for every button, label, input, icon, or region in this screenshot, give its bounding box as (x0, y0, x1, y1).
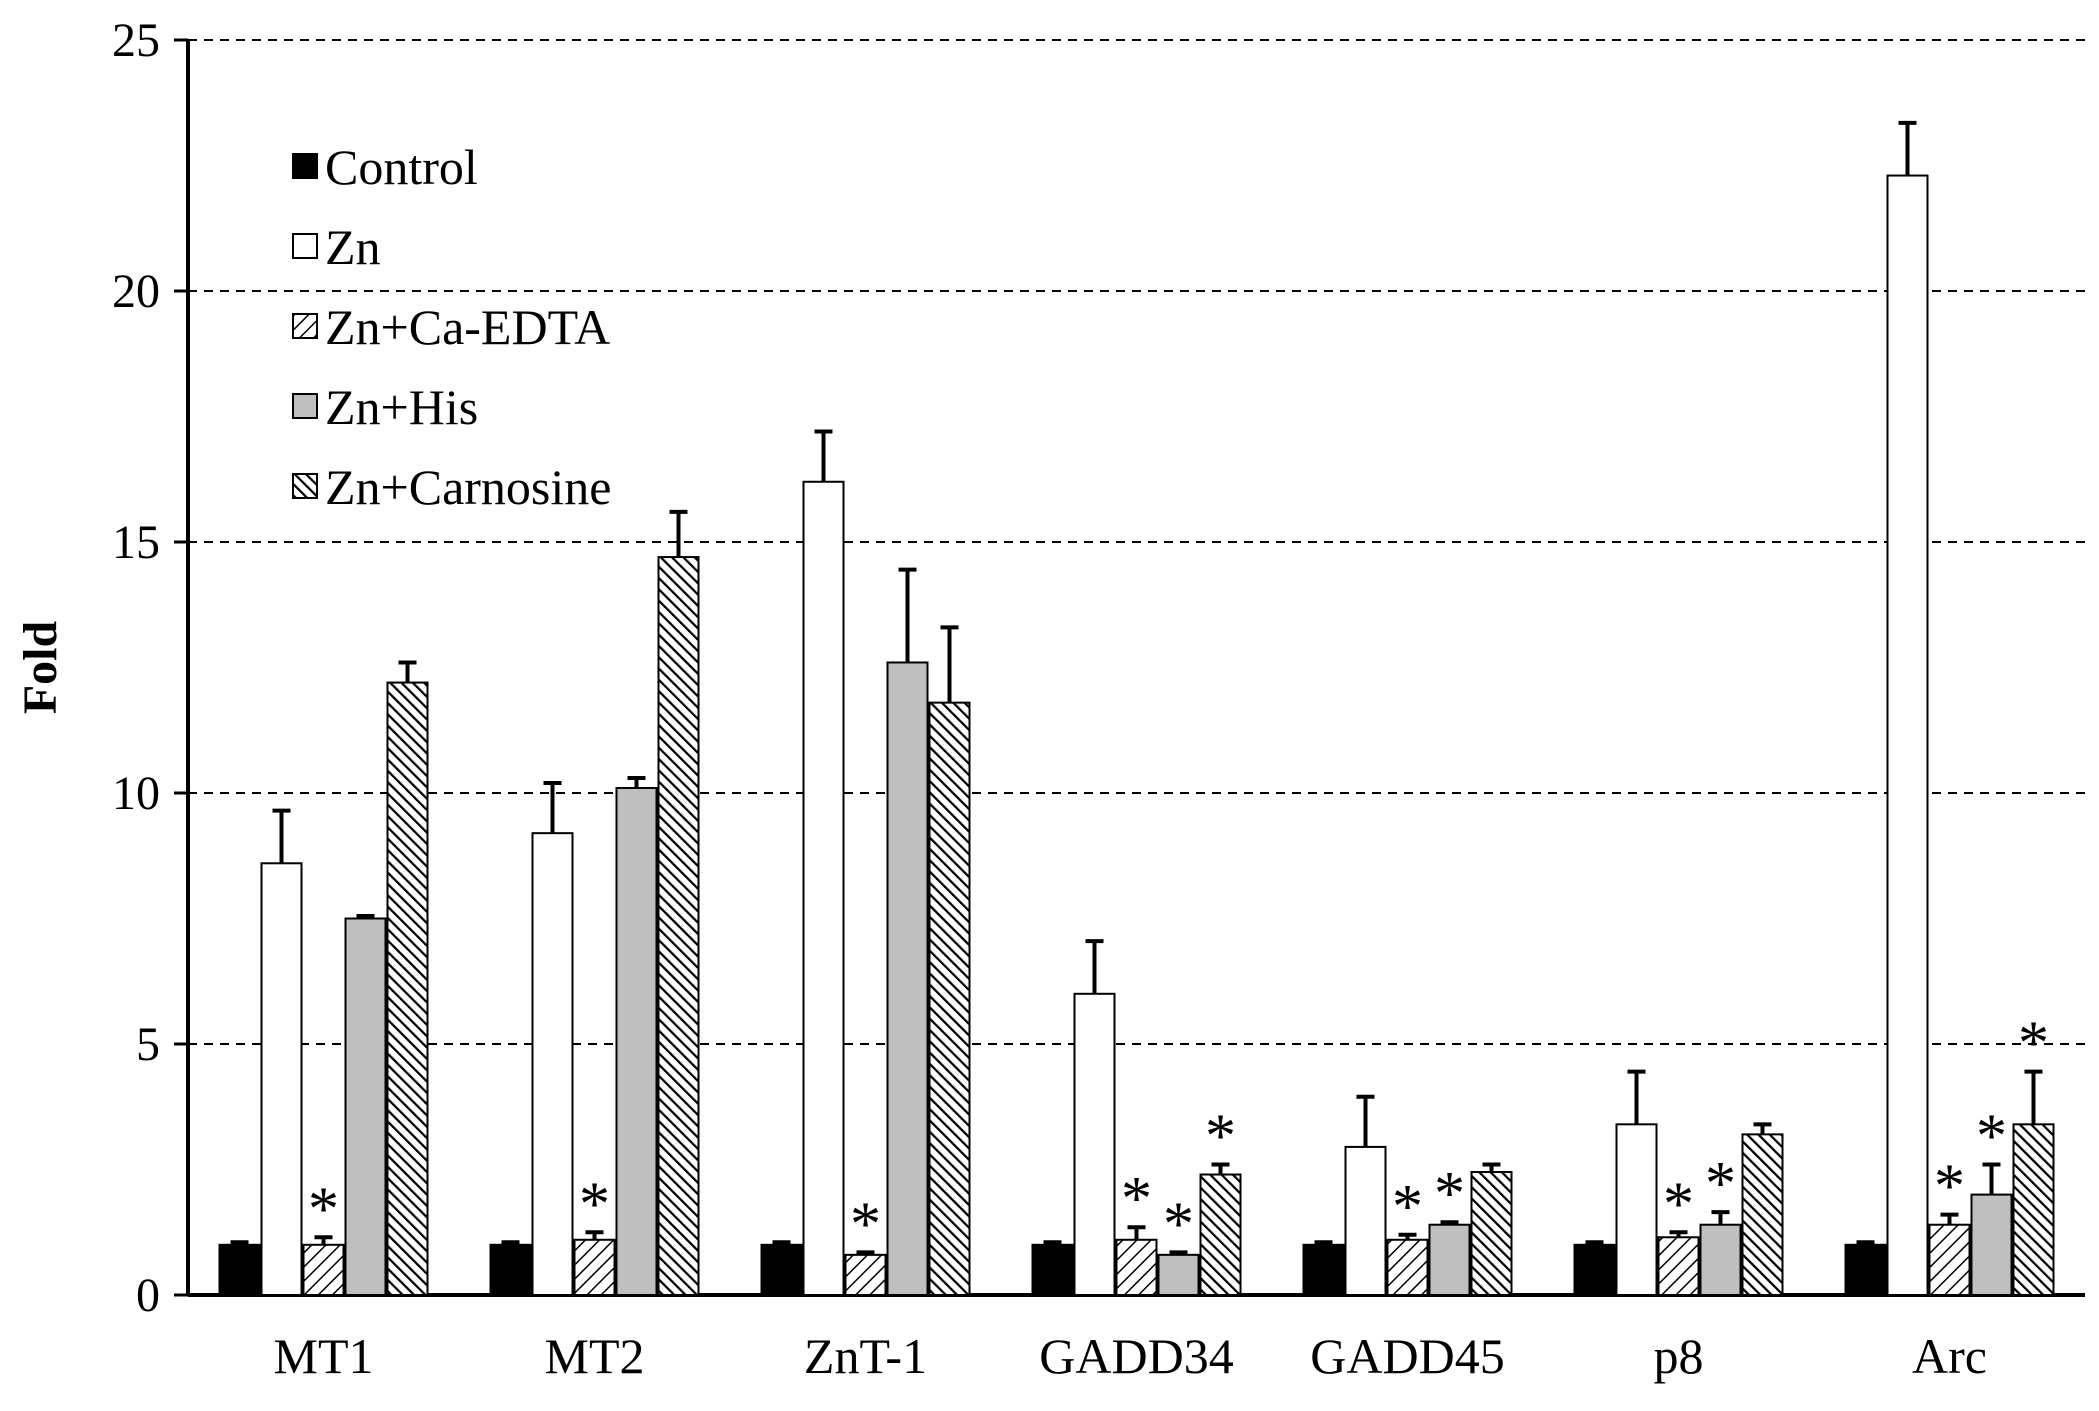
bars: * * * * *** * * * *** (218, 120, 2055, 1297)
x-category-label: GADD34 (1039, 1328, 1233, 1384)
legend: Control Zn Zn+Ca-EDTA Zn+His Zn+Carnosine (292, 139, 611, 515)
legend-swatch (292, 313, 318, 339)
bar-zn-his-gadd34 (1157, 1253, 1200, 1296)
x-category-label: MT2 (545, 1328, 645, 1384)
bar-zn-gadd45 (1344, 1145, 1387, 1297)
x-category-label: MT1 (274, 1328, 374, 1384)
bar-zn-gadd34 (1073, 992, 1116, 1296)
x-category-label: ZnT-1 (804, 1328, 927, 1384)
bar-zn-his-p8 (1699, 1223, 1742, 1296)
x-category-label: Arc (1912, 1328, 1987, 1384)
significance-star: * (1434, 1160, 1465, 1228)
legend-label: Control (325, 139, 478, 195)
significance-star: * (1934, 1153, 1965, 1221)
significance-star: * (850, 1190, 881, 1258)
bar-control-mt2 (489, 1243, 532, 1297)
legend-swatch (292, 393, 318, 419)
significance-star: * (1705, 1150, 1736, 1218)
x-category-label: GADD45 (1310, 1328, 1504, 1384)
significance-star: * (1205, 1102, 1236, 1170)
bar-zn-ca-edta-mt1 (302, 1243, 345, 1297)
significance-star: * (579, 1170, 610, 1238)
bar-zn-ca-edta-gadd45 (1386, 1238, 1429, 1297)
bar-zn-ca-edta-p8 (1657, 1236, 1700, 1297)
bar-zn-his-gadd45 (1428, 1223, 1471, 1296)
y-tick-label: 0 (136, 1269, 160, 1322)
bar-control-p8 (1573, 1243, 1616, 1297)
bar-control-arc (1844, 1243, 1887, 1297)
bar-zn-carnosine-arc (2012, 1123, 2055, 1296)
significance-star: * (1392, 1173, 1423, 1241)
bar-control-znt-1 (760, 1243, 803, 1297)
bar-zn-znt-1 (802, 480, 845, 1296)
legend-label: Zn+Carnosine (325, 459, 611, 515)
bar-zn-ca-edta-znt-1 (844, 1253, 887, 1296)
significance-star: * (1976, 1102, 2007, 1170)
y-tick-label: 15 (112, 516, 160, 569)
bar-zn-mt1 (260, 862, 303, 1297)
bar-zn-carnosine-znt-1 (928, 701, 971, 1296)
axes: 0 5 10 15 20 25 Fold MT1 MT2 ZnT-1 GADD34 GADD45 p8 A… (14, 14, 2085, 1384)
bar-zn-arc (1886, 174, 1929, 1296)
bar-zn-his-mt1 (344, 917, 387, 1296)
x-category-label: p8 (1654, 1328, 1704, 1384)
bar-control-gadd34 (1031, 1243, 1074, 1297)
legend-swatch (292, 233, 318, 259)
gridlines (188, 39, 2085, 1045)
y-axis-label: Fold (14, 621, 67, 715)
bar-zn-carnosine-mt1 (386, 681, 429, 1296)
legend-label: Zn (325, 219, 381, 275)
bar-control-mt1 (218, 1243, 261, 1297)
bar-zn-carnosine-p8 (1741, 1133, 1784, 1296)
significance-star: * (308, 1175, 339, 1243)
bar-zn-his-znt-1 (886, 661, 929, 1296)
y-tick-label: 20 (112, 265, 160, 318)
significance-star: * (1663, 1170, 1694, 1238)
bar-zn-p8 (1615, 1123, 1658, 1296)
legend-label: Zn+His (325, 379, 478, 435)
significance-star: * (2018, 1010, 2049, 1078)
y-tick-label: 25 (112, 14, 160, 67)
y-tick-label: 10 (112, 767, 160, 820)
bar-zn-carnosine-mt2 (657, 556, 700, 1296)
legend-label: Zn+Ca-EDTA (325, 299, 610, 355)
legend-swatch (292, 153, 318, 179)
significance-star: * (1163, 1190, 1194, 1258)
bar-zn-his-mt2 (615, 786, 658, 1296)
bar-zn-his-arc (1970, 1193, 2013, 1296)
bar-zn-mt2 (531, 832, 574, 1296)
bar-zn-ca-edta-mt2 (573, 1238, 616, 1297)
bar-zn-carnosine-gadd34 (1199, 1173, 1242, 1297)
significance-star: * (1121, 1165, 1152, 1233)
bar-zn-ca-edta-arc (1928, 1223, 1971, 1296)
legend-swatch (292, 473, 318, 499)
y-tick-label: 5 (136, 1018, 160, 1071)
bar-zn-carnosine-gadd45 (1470, 1171, 1513, 1297)
bar-control-gadd45 (1302, 1243, 1345, 1297)
bar-zn-ca-edta-gadd34 (1115, 1238, 1158, 1297)
